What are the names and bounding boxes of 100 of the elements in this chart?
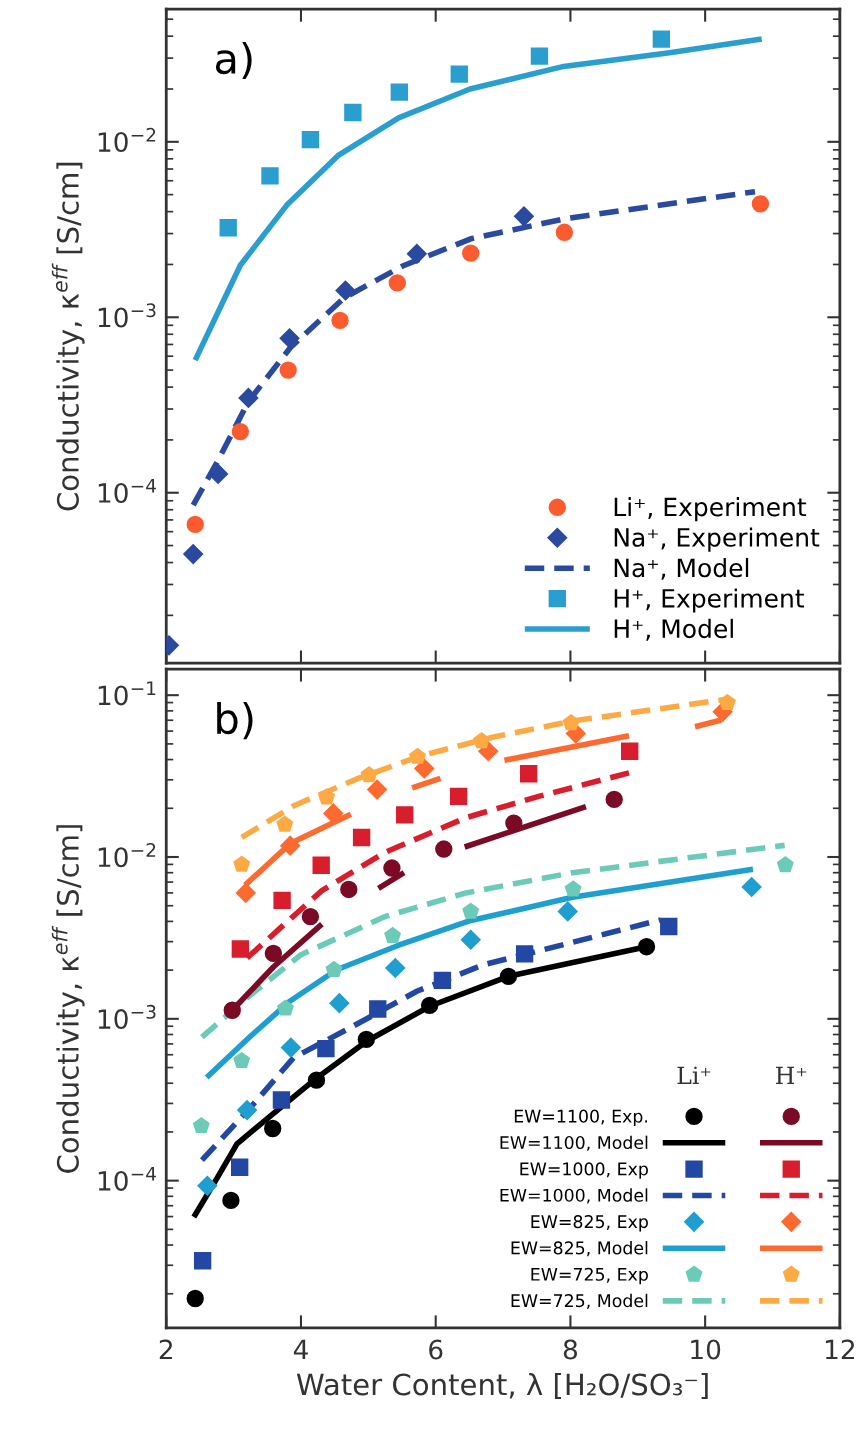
point [719, 694, 736, 711]
legend-label: H⁺, Model [614, 618, 733, 641]
point [329, 993, 350, 1014]
legend-label: Na⁺, Experiment [614, 527, 820, 552]
point [281, 1037, 301, 1058]
legend-label: EW=1000, Exp [520, 1162, 648, 1179]
y-tick-label: 10$^{−2}$ [98, 127, 156, 153]
point [414, 758, 435, 779]
legend-label: EW=1100, Model [500, 1135, 648, 1151]
point [555, 223, 574, 241]
point [637, 938, 656, 956]
point [384, 927, 401, 943]
point [235, 883, 256, 903]
point [335, 280, 356, 301]
point [450, 65, 468, 83]
annotation: H⁺ [776, 1066, 807, 1084]
point [273, 891, 291, 909]
point [231, 422, 250, 441]
point [183, 544, 204, 564]
y-tick-label: 10$^{−2}$ [98, 843, 156, 868]
legend-label: Li⁺, Experiment [614, 497, 807, 522]
point [264, 1119, 282, 1138]
x-tick-label: 2 [159, 1339, 173, 1360]
point [369, 1000, 387, 1018]
point [280, 835, 301, 856]
point [233, 855, 251, 872]
legend-label: H⁺, Experiment [614, 588, 805, 613]
y-tick-label: 10$^{−4}$ [98, 479, 156, 503]
point [564, 880, 582, 897]
point [388, 274, 406, 292]
point [276, 815, 294, 832]
point [222, 1191, 240, 1210]
point [621, 742, 639, 760]
annotation: Li⁺ [677, 1066, 711, 1084]
point [741, 877, 762, 897]
point [449, 787, 468, 806]
point [323, 803, 344, 824]
point [197, 1175, 218, 1196]
point [462, 244, 480, 262]
point [231, 1158, 249, 1176]
point [557, 901, 578, 922]
annotation: a) [215, 41, 252, 80]
point [660, 917, 678, 936]
y-tick-label: 10$^{−3}$ [98, 1004, 156, 1030]
x-tick-label: 6 [429, 1339, 443, 1360]
point [751, 195, 770, 213]
point [519, 765, 538, 783]
point [390, 83, 408, 101]
point [325, 961, 343, 977]
point [406, 243, 427, 264]
point [318, 788, 335, 805]
point [352, 828, 371, 847]
x-tick-label: 12 [825, 1339, 855, 1360]
point [237, 1100, 257, 1120]
point [515, 945, 534, 963]
point [435, 840, 453, 858]
x-tick-label: 4 [293, 1339, 308, 1360]
point [307, 1071, 326, 1089]
point [331, 311, 349, 330]
point [208, 464, 228, 484]
point [186, 515, 204, 534]
legend-label: EW=725, Exp [531, 1267, 648, 1285]
point [652, 30, 671, 48]
x-axis-title: Water Content, λ [H₂O/SO₃⁻] [296, 1372, 708, 1399]
point [301, 130, 320, 149]
point [193, 1252, 212, 1270]
x-tick-label: 10 [691, 1339, 721, 1360]
point [499, 967, 518, 986]
point [301, 907, 320, 926]
point [264, 944, 283, 962]
y-axis-title: Conductivity, κ$^{eff}$ [S/cm] [51, 162, 85, 511]
point [231, 940, 250, 958]
point [505, 814, 523, 832]
point [223, 1001, 241, 1019]
point [385, 958, 406, 978]
point [396, 806, 414, 824]
point [238, 388, 259, 408]
point [776, 856, 794, 873]
point [279, 361, 297, 379]
point [420, 996, 439, 1015]
y-tick-label: 10$^{−3}$ [98, 303, 156, 328]
point [279, 328, 300, 349]
point [367, 779, 387, 800]
point [409, 747, 426, 764]
point [317, 1040, 335, 1058]
legend-label: EW=825, Model [511, 1241, 648, 1257]
point [562, 714, 580, 731]
point [530, 47, 549, 65]
y-tick-label: 10$^{−4}$ [98, 1166, 156, 1191]
point [192, 1117, 210, 1134]
point [312, 856, 330, 874]
point [272, 1091, 291, 1109]
point [460, 929, 481, 950]
point [261, 167, 279, 185]
point [605, 790, 623, 809]
point [186, 1289, 204, 1308]
legend-label: EW=825, Exp [531, 1215, 648, 1232]
y-axis-title: Conductivity, κ$^{eff}$ [S/cm] [51, 825, 85, 1173]
point [383, 859, 401, 877]
point [357, 1030, 375, 1049]
